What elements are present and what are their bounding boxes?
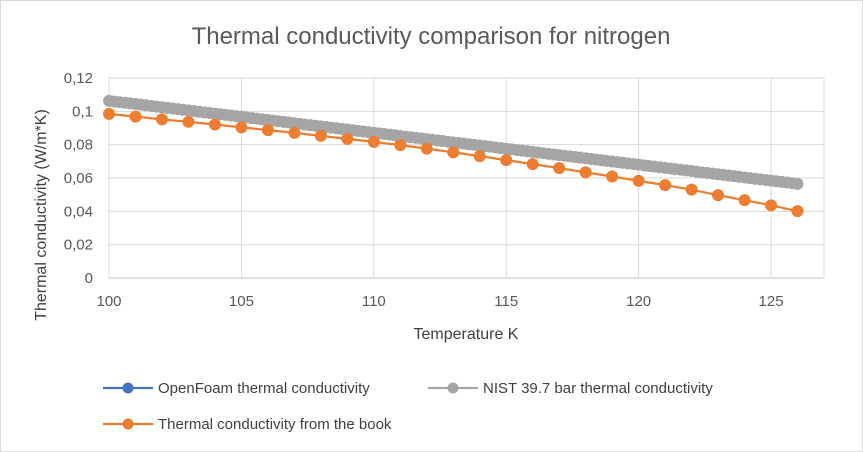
data-point (500, 154, 513, 167)
legend-item-3: Thermal conductivity from the book (103, 416, 392, 433)
y-axis-title: Thermal conductivity (W/m*K) (33, 109, 50, 321)
data-point (738, 194, 751, 207)
chart-title: Thermal conductivity comparison for nitr… (192, 23, 671, 50)
data-point (341, 132, 354, 145)
y-tick-label: 0,04 (64, 203, 93, 220)
x-tick-label: 120 (626, 293, 651, 310)
y-tick-label: 0,02 (64, 237, 93, 254)
data-point (261, 124, 274, 137)
x-tick-label: 105 (229, 293, 254, 310)
legend-label: Thermal conductivity from the book (158, 416, 392, 433)
y-tick-label: 0 (85, 270, 93, 287)
data-point (712, 189, 725, 202)
y-tick-label: 0,06 (64, 170, 93, 187)
data-point (553, 162, 566, 175)
series-2 (103, 94, 804, 190)
legend-item-2: NIST 39.7 bar thermal conductivity (428, 380, 713, 397)
x-tick-label: 100 (96, 293, 121, 310)
legend-marker (447, 382, 459, 394)
data-point (367, 135, 380, 148)
legend-marker (122, 418, 134, 430)
legend-item-1: OpenFoam thermal conductivity (103, 380, 370, 397)
data-point (685, 183, 698, 196)
data-point (394, 139, 407, 152)
series-3 (103, 107, 804, 218)
data-point (208, 118, 221, 131)
data-point (791, 177, 804, 190)
y-tick-label: 0,1 (72, 103, 93, 120)
data-point (447, 146, 460, 159)
data-point (526, 158, 539, 171)
data-point (288, 126, 301, 139)
data-point (314, 129, 327, 142)
x-axis-title: Temperature K (414, 326, 519, 343)
data-point (420, 142, 433, 155)
y-tick-label: 0,12 (64, 70, 93, 87)
x-tick-label: 110 (362, 293, 386, 310)
data-point (579, 166, 592, 179)
legend-label: OpenFoam thermal conductivity (158, 380, 370, 397)
legend: OpenFoam thermal conductivity NIST 39.7 b… (103, 380, 713, 433)
y-tick-label: 0,08 (64, 137, 93, 154)
data-point (659, 179, 672, 192)
x-tick-label: 125 (759, 293, 784, 310)
legend-marker (122, 382, 134, 394)
data-point (129, 110, 142, 123)
data-point (791, 205, 804, 218)
legend-label: NIST 39.7 bar thermal conductivity (483, 380, 713, 397)
x-tick-label: 115 (494, 293, 518, 310)
data-point (765, 199, 778, 212)
data-point (473, 150, 486, 163)
data-point (606, 170, 619, 183)
data-point (103, 107, 115, 120)
data-point (235, 121, 248, 134)
data-point (182, 115, 195, 128)
plot-area (103, 94, 804, 218)
data-point (155, 113, 168, 126)
data-point (632, 174, 645, 187)
axes: 0 0,02 0,04 0,06 0,08 0,1 0,12 100 105 110 115 120 1… (64, 70, 824, 310)
